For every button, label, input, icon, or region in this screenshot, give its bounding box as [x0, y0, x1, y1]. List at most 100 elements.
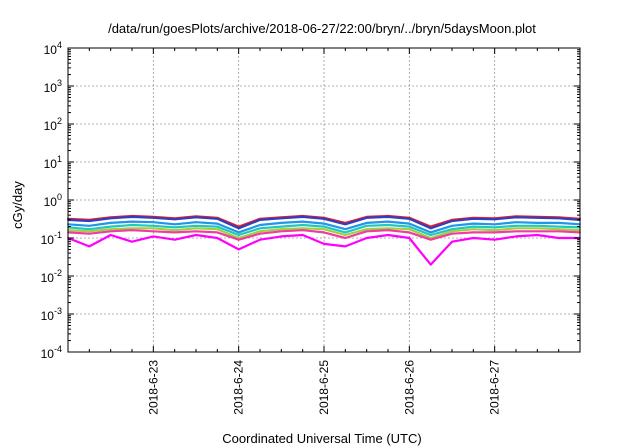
chart-title: /data/run/goesPlots/archive/2018-06-27/2…	[108, 21, 536, 36]
data-point	[408, 225, 411, 228]
x-tick-label: 2018-6-25	[317, 360, 331, 415]
data-point	[387, 220, 389, 223]
data-point	[280, 222, 283, 224]
data-point	[152, 227, 155, 230]
data-point	[109, 225, 112, 228]
y-tick-label: 10-1	[41, 230, 62, 247]
data-point	[173, 238, 176, 241]
data-point	[280, 225, 283, 228]
data-point	[173, 229, 176, 232]
data-point	[472, 217, 475, 220]
data-point	[515, 227, 517, 230]
data-point	[493, 229, 496, 232]
data-point	[216, 225, 219, 228]
data-point	[557, 230, 560, 233]
data-point	[557, 222, 560, 224]
data-point	[195, 224, 197, 227]
data-point	[365, 230, 368, 233]
data-point	[451, 224, 453, 227]
data-point	[216, 237, 219, 239]
data-point	[472, 228, 475, 231]
y-tick-label: 101	[44, 154, 62, 171]
data-point	[515, 235, 517, 238]
data-point	[493, 218, 496, 221]
data-point	[216, 217, 219, 220]
data-point	[536, 234, 539, 236]
data-point	[365, 222, 368, 224]
data-point	[472, 225, 475, 228]
data-point	[173, 223, 176, 226]
data-point	[472, 222, 475, 225]
grid-lines	[68, 48, 580, 352]
data-point	[152, 221, 155, 224]
data-point	[365, 228, 368, 231]
data-point	[216, 231, 219, 234]
data-point	[109, 228, 112, 231]
data-point	[173, 226, 176, 229]
data-point	[536, 222, 539, 224]
data-point	[109, 217, 112, 220]
data-point	[515, 221, 517, 224]
data-point	[131, 220, 133, 223]
data-point	[536, 227, 539, 230]
data-point	[131, 229, 133, 232]
data-point	[408, 231, 411, 234]
data-point	[237, 227, 240, 230]
data-point	[131, 227, 133, 230]
data-point	[237, 231, 240, 234]
data-point	[557, 228, 560, 231]
data-point	[323, 231, 325, 234]
data-point	[365, 224, 368, 227]
data-point	[173, 218, 176, 221]
x-tick-label: 2018-6-23	[146, 360, 160, 415]
data-point	[109, 234, 112, 236]
data-point	[216, 222, 219, 225]
data-point	[131, 216, 133, 218]
data-point	[237, 248, 240, 251]
data-point	[408, 222, 411, 225]
data-point	[109, 230, 112, 233]
data-point	[131, 224, 133, 226]
data-point	[88, 224, 91, 227]
data-point	[152, 224, 155, 227]
data-point	[323, 228, 325, 231]
data-point	[536, 230, 539, 233]
y-tick-label: 104	[44, 40, 62, 57]
y-tick-label: 10-4	[41, 344, 62, 361]
data-point	[88, 228, 91, 231]
data-point	[301, 234, 304, 236]
data-point	[472, 231, 475, 234]
data-point	[451, 232, 453, 235]
data-point	[259, 219, 261, 221]
y-axis-title: cGy/day	[10, 181, 25, 229]
data-point	[280, 228, 283, 231]
data-point	[365, 237, 368, 239]
data-point	[301, 220, 304, 223]
data-point	[152, 235, 155, 238]
data-point	[323, 222, 325, 225]
data-point	[451, 228, 453, 231]
data-point	[408, 217, 411, 220]
data-point	[173, 231, 176, 234]
data-point	[301, 224, 304, 226]
data-point	[493, 226, 496, 229]
data-point	[451, 220, 453, 222]
data-point	[323, 217, 325, 220]
data-point	[131, 240, 133, 243]
data-point	[109, 222, 112, 224]
x-axis-title: Coordinated Universal Time (UTC)	[222, 431, 421, 446]
data-point	[557, 237, 560, 239]
data-point	[301, 227, 304, 230]
data-point	[429, 263, 432, 266]
data-point	[259, 224, 261, 226]
x-axis-ticks: 2018-6-23 2018-6-24 2018-6-25 2018-6-26 2018…	[67, 48, 581, 415]
y-tick-label: 103	[44, 78, 62, 95]
data-point	[429, 238, 432, 241]
data-point	[88, 245, 91, 248]
data-point	[493, 223, 496, 226]
data-point	[387, 224, 389, 226]
data-point	[387, 216, 389, 218]
data-point	[493, 231, 496, 234]
y-axis-ticks: 10-4 10-3 10-2 10-1 100 101 102 103 104	[41, 40, 580, 361]
